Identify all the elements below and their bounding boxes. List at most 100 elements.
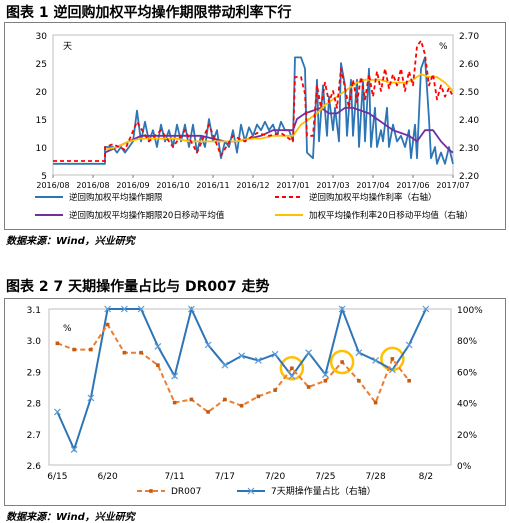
y-right-tick-label: 2.70 — [459, 32, 479, 42]
series-marker-2 — [187, 305, 195, 313]
x-tick-label: 7/25 — [315, 472, 335, 482]
series-marker-2 — [154, 343, 162, 350]
series-line-2 — [53, 39, 454, 162]
series-marker-1 — [172, 400, 177, 405]
legend-label-1: DR007 — [171, 487, 201, 497]
y-left-tick-label: 2.6 — [27, 462, 42, 472]
series-marker-1 — [72, 347, 76, 352]
figure2-source: 数据来源：Wind，兴业研究 — [6, 512, 135, 523]
series-marker-2 — [405, 341, 413, 349]
series-marker-1 — [290, 366, 294, 371]
series-marker-2 — [422, 305, 430, 313]
figure1-title: 图表 1 逆回购加权平均操作期限带动利率下行 — [6, 5, 292, 21]
legend-label-2: 逆回购加权平均操作利率（右轴） — [309, 192, 437, 203]
series-marker-1 — [206, 410, 210, 414]
series-marker-2 — [321, 371, 329, 378]
series-marker-1 — [357, 378, 361, 383]
series-line-3 — [104, 106, 454, 154]
y-left-tick-label: 20 — [36, 88, 48, 98]
x-tick-label: 7/20 — [265, 472, 285, 482]
y-left-tick-label: 2.8 — [27, 400, 42, 410]
series-line-1 — [57, 322, 410, 414]
series-marker-2 — [338, 305, 346, 313]
x-tick-label: 7/17 — [215, 472, 235, 482]
y-right-tick-label: 40% — [457, 400, 477, 410]
series-marker-1 — [273, 388, 277, 392]
x-tick-label: 2017/07 — [436, 181, 469, 190]
figure2-title: 图表 2 7 天期操作量占比与 DR007 走势 — [6, 279, 270, 295]
series-marker-1 — [390, 357, 395, 361]
x-tick-label: 2017/01 — [276, 181, 309, 190]
x-tick-label: 2016/08 — [76, 181, 109, 190]
y-left-tick-label: 10 — [36, 144, 48, 154]
figure1-chart: 5 10 15 20 25 30 2.20 2.30 2.40 2.50 2.60 2.70 天% 201… — [4, 22, 506, 230]
y-left-tick-label: 3.1 — [27, 306, 41, 316]
series-marker-2 — [87, 394, 95, 402]
series-marker-1 — [55, 341, 60, 346]
figure1-source: 数据来源：Wind，兴业研究 — [6, 236, 135, 247]
y-right-unit: % — [439, 42, 448, 52]
y-right-tick-label: 80% — [457, 337, 477, 347]
y-right-tick-label: 2.50 — [459, 88, 479, 98]
series-line-4 — [104, 73, 454, 151]
x-tick-label: 2017/04 — [356, 181, 389, 190]
series-marker-1 — [306, 385, 311, 389]
legend-label-3: 逆回购加权平均操作期限20日移动平均值 — [69, 210, 225, 221]
series-marker-1 — [239, 403, 244, 408]
series-marker-1 — [373, 400, 378, 405]
series-marker-2 — [137, 305, 145, 313]
series-marker-2 — [305, 349, 313, 357]
y-left-tick-label: 25 — [36, 60, 47, 70]
series-marker-2 — [221, 361, 229, 369]
highlight-circle — [279, 356, 305, 381]
plot-area — [52, 34, 454, 176]
series-marker-1 — [139, 350, 143, 355]
x-tick-label: 7/11 — [165, 472, 185, 482]
series-marker-1 — [223, 397, 227, 402]
series-marker-2 — [372, 357, 380, 364]
series-marker-2 — [204, 341, 212, 349]
series-marker-1 — [156, 363, 160, 367]
series-marker-1 — [122, 350, 127, 355]
legend-marker-2 — [247, 487, 255, 495]
series-marker-1 — [105, 322, 110, 327]
plot-area — [48, 308, 452, 466]
series-marker-2 — [120, 305, 128, 313]
series-marker-1 — [189, 397, 194, 402]
series-marker-2 — [254, 357, 262, 364]
series-marker-2 — [238, 352, 246, 360]
x-tick-label: 6/20 — [98, 472, 118, 482]
series-marker-2 — [288, 372, 296, 380]
y-left-tick-label: 15 — [36, 116, 47, 126]
series-marker-1 — [407, 378, 411, 383]
x-tick-label: 2016/10 — [156, 181, 189, 190]
series-marker-2 — [271, 350, 279, 358]
y-right-tick-label: 2.40 — [459, 116, 479, 126]
x-tick-label: 6/15 — [47, 472, 67, 482]
series-marker-2 — [171, 372, 179, 380]
series-marker-2 — [388, 366, 396, 374]
y-left-unit: 天 — [63, 42, 72, 52]
y-left-tick-label: 30 — [36, 32, 48, 42]
x-tick-label: 2016/08 — [36, 181, 69, 190]
legend-label-4: 加权平均操作利率20日移动平均值（右轴） — [309, 210, 473, 221]
y-left-tick-label: 3.0 — [27, 337, 42, 347]
series-marker-2 — [53, 408, 61, 416]
figure1-svg: 5 10 15 20 25 30 2.20 2.30 2.40 2.50 2.60 2.70 天 % 201… — [35, 32, 479, 221]
y-right-tick-label: 2.20 — [459, 172, 479, 182]
series-marker-1 — [340, 360, 344, 364]
series-marker-2 — [70, 445, 78, 453]
series-marker-1 — [256, 394, 261, 399]
y-left-tick-label: 2.7 — [27, 431, 41, 441]
y-left-tick-label: 2.9 — [27, 368, 42, 378]
series-marker-2 — [104, 305, 112, 313]
y-right-tick-label: 0% — [457, 462, 472, 472]
series-marker-1 — [323, 378, 328, 383]
x-tick-label: 7/28 — [366, 472, 386, 482]
y-right-tick-label: 60% — [457, 368, 477, 378]
figure2-chart: 2.6 2.7 2.8 2.9 3.0 3.1 0% 20% 40% 60% 80% 100%% 6/1… — [4, 298, 506, 506]
x-tick-label: 2016/11 — [196, 181, 229, 190]
highlight-circle — [329, 349, 355, 375]
y-left-unit: % — [63, 324, 72, 334]
y-right-tick-label: 20% — [457, 431, 477, 441]
